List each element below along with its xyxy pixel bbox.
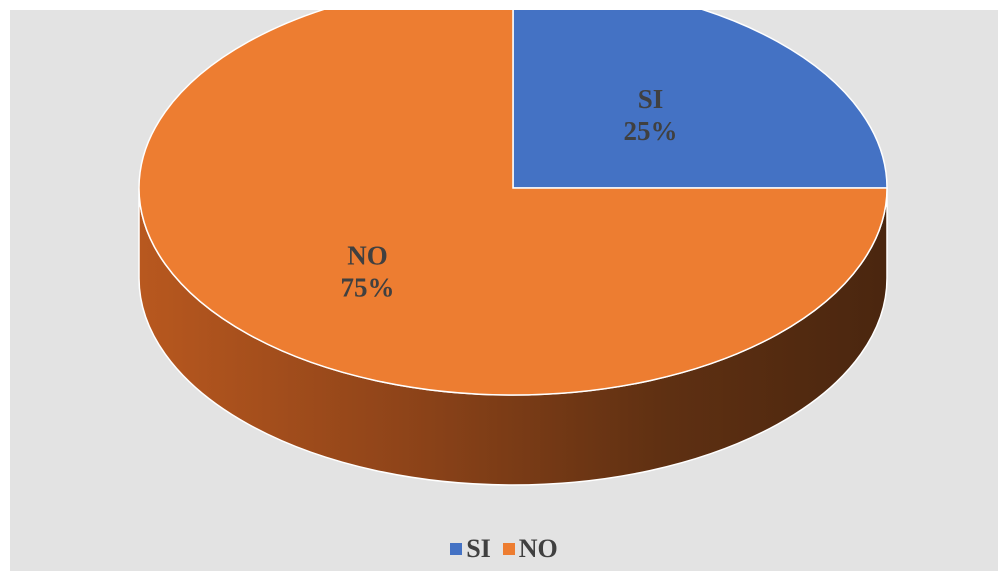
slice-label-percent-no: 75%: [341, 273, 395, 303]
slice-label-name-no: NO: [347, 241, 388, 271]
slice-label-name-si: SI: [638, 84, 664, 114]
legend: SI NO: [10, 534, 998, 564]
pie-top: [138, 10, 888, 396]
pie-slice-si: [512, 10, 888, 189]
legend-item-si: SI: [450, 534, 491, 564]
legend-item-no: NO: [502, 534, 558, 564]
legend-swatch-si: [450, 543, 463, 555]
chart-area: SI 25% NO 75% SI NO: [10, 10, 998, 571]
legend-label-no: NO: [518, 534, 558, 563]
pie-slice-no: [138, 10, 888, 396]
legend-swatch-no: [502, 543, 515, 555]
legend-label-si: SI: [466, 534, 491, 563]
slice-label-percent-si: 25%: [624, 116, 678, 146]
